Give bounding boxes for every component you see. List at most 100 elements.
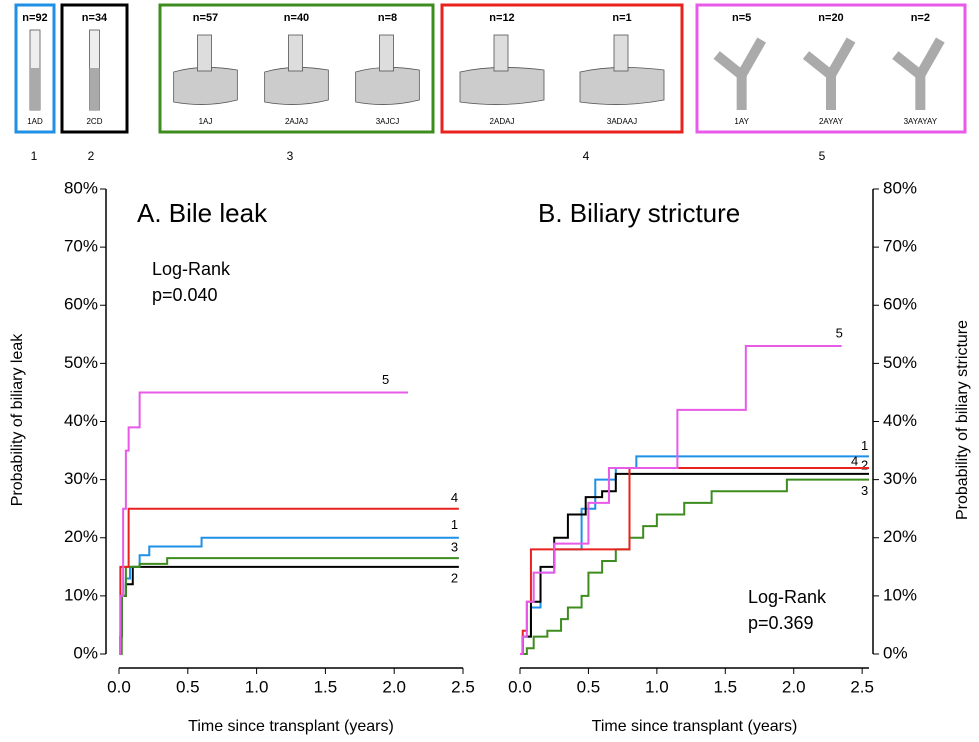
panel-label: 4	[583, 149, 590, 163]
x-tick-label: 2.5	[850, 677, 874, 696]
x-tick-label: 2.5	[451, 677, 475, 696]
y-axis-label: Probability of biliary stricture	[954, 320, 971, 520]
panel-label: 1	[31, 149, 38, 163]
figure: 1 n=92 1AD 2 n=34 2CD 3 n=57 1AJ n=40 2AJAJ n=8 3AJC…	[0, 0, 979, 742]
series-label: 5	[836, 325, 843, 340]
panel-n: n=12	[489, 12, 514, 24]
icon-organ	[265, 67, 329, 104]
y-tick-label: 20%	[64, 527, 98, 546]
panel-label: 2	[88, 149, 95, 163]
panel-n: n=1	[612, 12, 631, 24]
panel-item-label: 1AJ	[199, 117, 213, 126]
icon-branch	[806, 40, 851, 110]
y-axis-label: Probability of biliary leak	[9, 333, 26, 507]
panel-item-label: 1AD	[27, 117, 43, 126]
y-tick-label: 30%	[64, 469, 98, 488]
panel-item-label: 3AYAYAY	[904, 117, 938, 126]
panel-label: 3	[287, 149, 294, 163]
x-tick-label: 0.5	[176, 677, 200, 696]
panel-item-label: 2AJAJ	[285, 117, 308, 126]
x-tick-label: 0.0	[107, 677, 131, 696]
y-tick-label: 60%	[883, 295, 917, 314]
y-tick-label: 20%	[883, 527, 917, 546]
y-tick-label: 80%	[64, 178, 98, 197]
y-tick-label: 0%	[883, 643, 908, 662]
panel-n: n=2	[911, 12, 930, 24]
icon-duct	[494, 35, 508, 71]
y-tick-label: 80%	[883, 178, 917, 197]
panel-item-label: 2CD	[86, 117, 102, 126]
panel-n: n=92	[22, 12, 47, 24]
x-axis-label: Time since transplant (years)	[592, 718, 798, 735]
icon-organ	[356, 67, 420, 104]
icon-organ	[174, 67, 238, 104]
y-tick-label: 40%	[64, 411, 98, 430]
survival-line	[119, 538, 459, 654]
survival-line	[520, 480, 869, 654]
series-label: 5	[382, 372, 389, 387]
annotation: Log-Rank	[152, 259, 231, 279]
series-label: 1	[861, 438, 868, 453]
panel-item-label: 3ADAAJ	[607, 117, 637, 126]
survival-line	[119, 509, 459, 654]
panel-n: n=5	[732, 12, 751, 24]
annotation: p=0.040	[152, 285, 218, 305]
panel-item-label: 3AJCJ	[376, 117, 400, 126]
series-label: 4	[451, 490, 458, 505]
panel-label: 5	[819, 149, 826, 163]
x-axis-label: Time since transplant (years)	[188, 718, 394, 735]
icon-duct	[289, 35, 303, 71]
survival-line	[520, 474, 869, 654]
y-tick-label: 60%	[64, 295, 98, 314]
x-tick-label: 1.0	[245, 677, 269, 696]
series-label: 2	[861, 457, 868, 472]
panel-item-label: 1AY	[734, 117, 749, 126]
panel-n: n=34	[82, 12, 108, 24]
icon-organ	[580, 67, 664, 104]
icon-duct	[198, 35, 212, 71]
series-label: 2	[451, 570, 458, 585]
panel-n: n=57	[193, 12, 218, 24]
icon-organ	[460, 67, 544, 104]
y-tick-label: 70%	[883, 237, 917, 256]
series-label: 1	[451, 517, 458, 532]
icon-duct	[380, 35, 394, 71]
panel-n: n=8	[378, 12, 397, 24]
y-tick-label: 70%	[64, 237, 98, 256]
y-tick-label: 10%	[64, 585, 98, 604]
survival-line	[520, 456, 869, 654]
panel-n: n=40	[284, 12, 309, 24]
series-label: 3	[451, 540, 458, 555]
y-tick-label: 40%	[883, 411, 917, 430]
survival-line	[119, 567, 459, 654]
y-tick-label: 10%	[883, 585, 917, 604]
chart-title: A. Bile leak	[137, 198, 268, 228]
x-tick-label: 0.5	[577, 677, 601, 696]
x-tick-label: 2.0	[382, 677, 406, 696]
x-tick-label: 1.0	[645, 677, 669, 696]
panel-item-label: 2AYAY	[819, 117, 844, 126]
icon-duct-fill	[30, 68, 40, 110]
survival-line	[119, 558, 459, 654]
y-tick-label: 50%	[64, 353, 98, 372]
x-tick-label: 2.0	[782, 677, 806, 696]
x-tick-label: 1.5	[314, 677, 338, 696]
series-label: 3	[861, 483, 868, 498]
icon-branch	[895, 40, 940, 110]
survival-line	[119, 392, 408, 654]
x-tick-label: 1.5	[713, 677, 737, 696]
y-tick-label: 30%	[883, 469, 917, 488]
y-tick-label: 50%	[883, 353, 917, 372]
icon-duct	[614, 35, 628, 71]
series-label: 4	[851, 453, 858, 468]
y-tick-label: 0%	[73, 643, 98, 662]
x-tick-label: 0.0	[508, 677, 532, 696]
annotation: Log-Rank	[748, 587, 827, 607]
survival-line	[520, 468, 869, 654]
panel-n: n=20	[818, 12, 843, 24]
annotation: p=0.369	[748, 613, 814, 633]
icon-branch	[717, 40, 762, 110]
icon-duct-fill	[90, 68, 100, 110]
panel-item-label: 2ADAJ	[490, 117, 515, 126]
chart-title: B. Biliary stricture	[538, 198, 740, 228]
